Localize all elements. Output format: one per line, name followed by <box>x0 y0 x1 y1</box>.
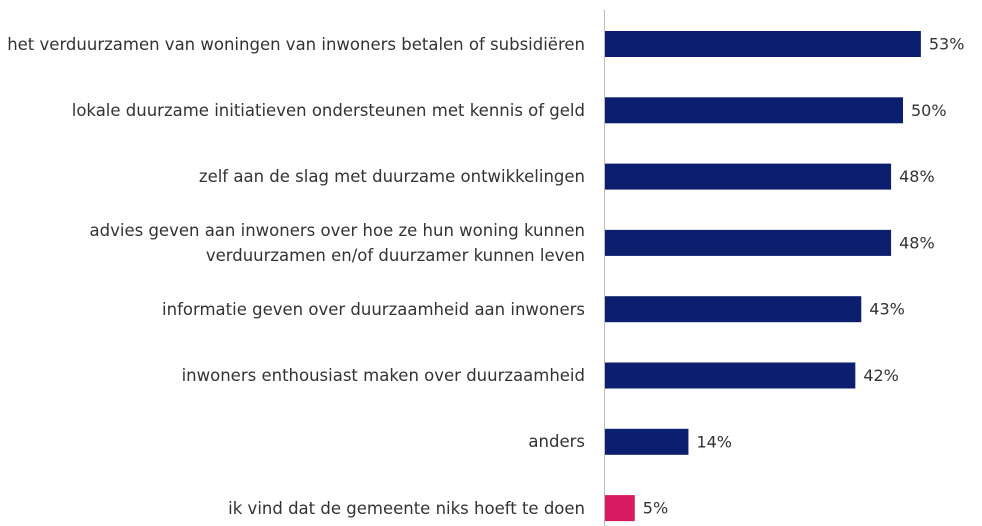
value-label: 14% <box>696 432 732 451</box>
category-label-box: het verduurzamen van woningen van inwone… <box>0 11 585 77</box>
category-label-box: anders <box>0 409 585 475</box>
category-label-box: advies geven aan inwoners over hoe ze hu… <box>0 210 585 276</box>
value-label: 5% <box>643 499 668 518</box>
bar <box>605 495 635 522</box>
bar <box>605 31 921 57</box>
category-label: het verduurzamen van woningen van inwone… <box>7 34 585 54</box>
bar <box>605 362 856 389</box>
value-label: 42% <box>863 366 899 385</box>
category-label: advies geven aan inwoners over hoe ze hu… <box>89 220 585 265</box>
bar <box>605 229 892 256</box>
category-label-box: ik vind dat de gemeente niks hoeft te do… <box>0 475 585 526</box>
category-label-box: zelf aan de slag met duurzame ontwikkeli… <box>0 144 585 210</box>
category-label-box: informatie geven over duurzaamheid aan i… <box>0 276 585 342</box>
value-label: 48% <box>899 233 935 252</box>
bar <box>605 428 689 455</box>
category-label: inwoners enthousiast maken over duurzaam… <box>181 366 585 385</box>
bar <box>605 163 892 190</box>
value-label: 43% <box>869 300 905 319</box>
category-label: zelf aan de slag met duurzame ontwikkeli… <box>198 167 585 187</box>
category-label: lokale duurzame initiatieven ondersteune… <box>71 100 585 120</box>
category-label-box: inwoners enthousiast maken over duurzaam… <box>0 343 585 409</box>
bar <box>605 97 903 124</box>
value-label: 48% <box>899 167 935 186</box>
value-label: 50% <box>911 101 947 120</box>
value-label: 53% <box>929 35 965 54</box>
category-label: informatie geven over duurzaamheid aan i… <box>162 299 585 319</box>
category-label-box: lokale duurzame initiatieven ondersteune… <box>0 77 585 143</box>
bar <box>605 296 862 323</box>
category-label: anders <box>528 432 585 452</box>
category-label: ik vind dat de gemeente niks hoeft te do… <box>228 498 585 518</box>
